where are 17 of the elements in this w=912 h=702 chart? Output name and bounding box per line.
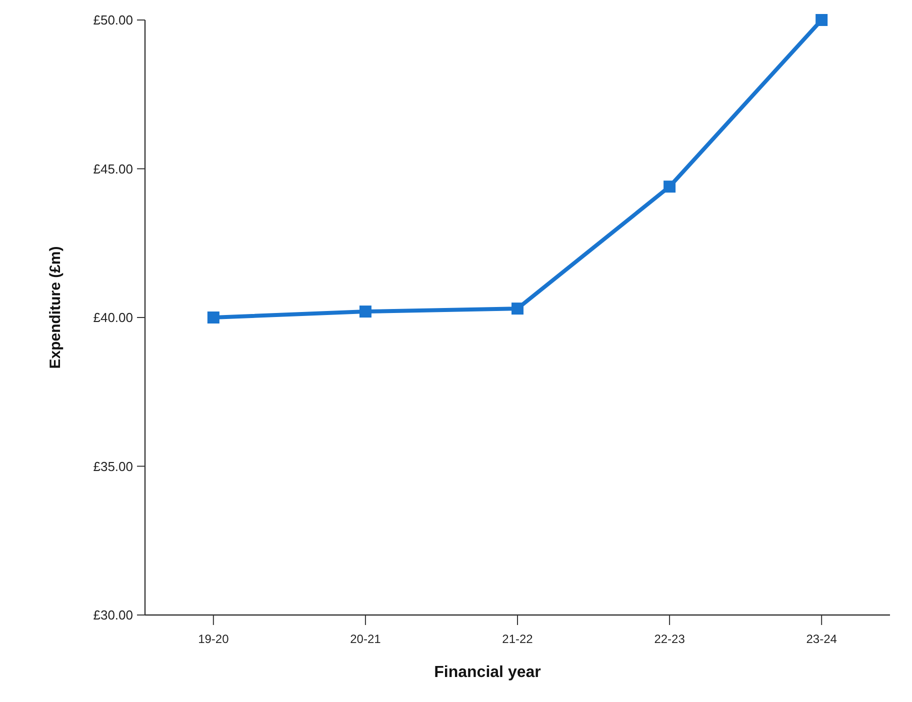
x-tick-label: 21-22: [502, 632, 534, 646]
x-tick-label: 19-20: [198, 632, 230, 646]
x-tick-label: 23-24: [806, 632, 838, 646]
y-tick-label: £50.00: [93, 12, 133, 28]
point: [207, 312, 220, 324]
x-tick-label: 20-21: [350, 632, 382, 646]
point: [664, 180, 676, 193]
x-axis-title: Financial year: [434, 664, 541, 681]
point: [816, 14, 828, 26]
point: [359, 306, 372, 318]
point: [512, 302, 524, 315]
y-tick-label: £40.00: [93, 310, 133, 326]
y-tick-label: £45.00: [93, 161, 133, 176]
y-tick-label: £35.00: [93, 458, 133, 474]
y-tick-label: £30.00: [93, 608, 133, 623]
x-tick-label: 22-23: [654, 632, 686, 646]
y-axis-title: Expenditure (£m): [47, 246, 64, 369]
